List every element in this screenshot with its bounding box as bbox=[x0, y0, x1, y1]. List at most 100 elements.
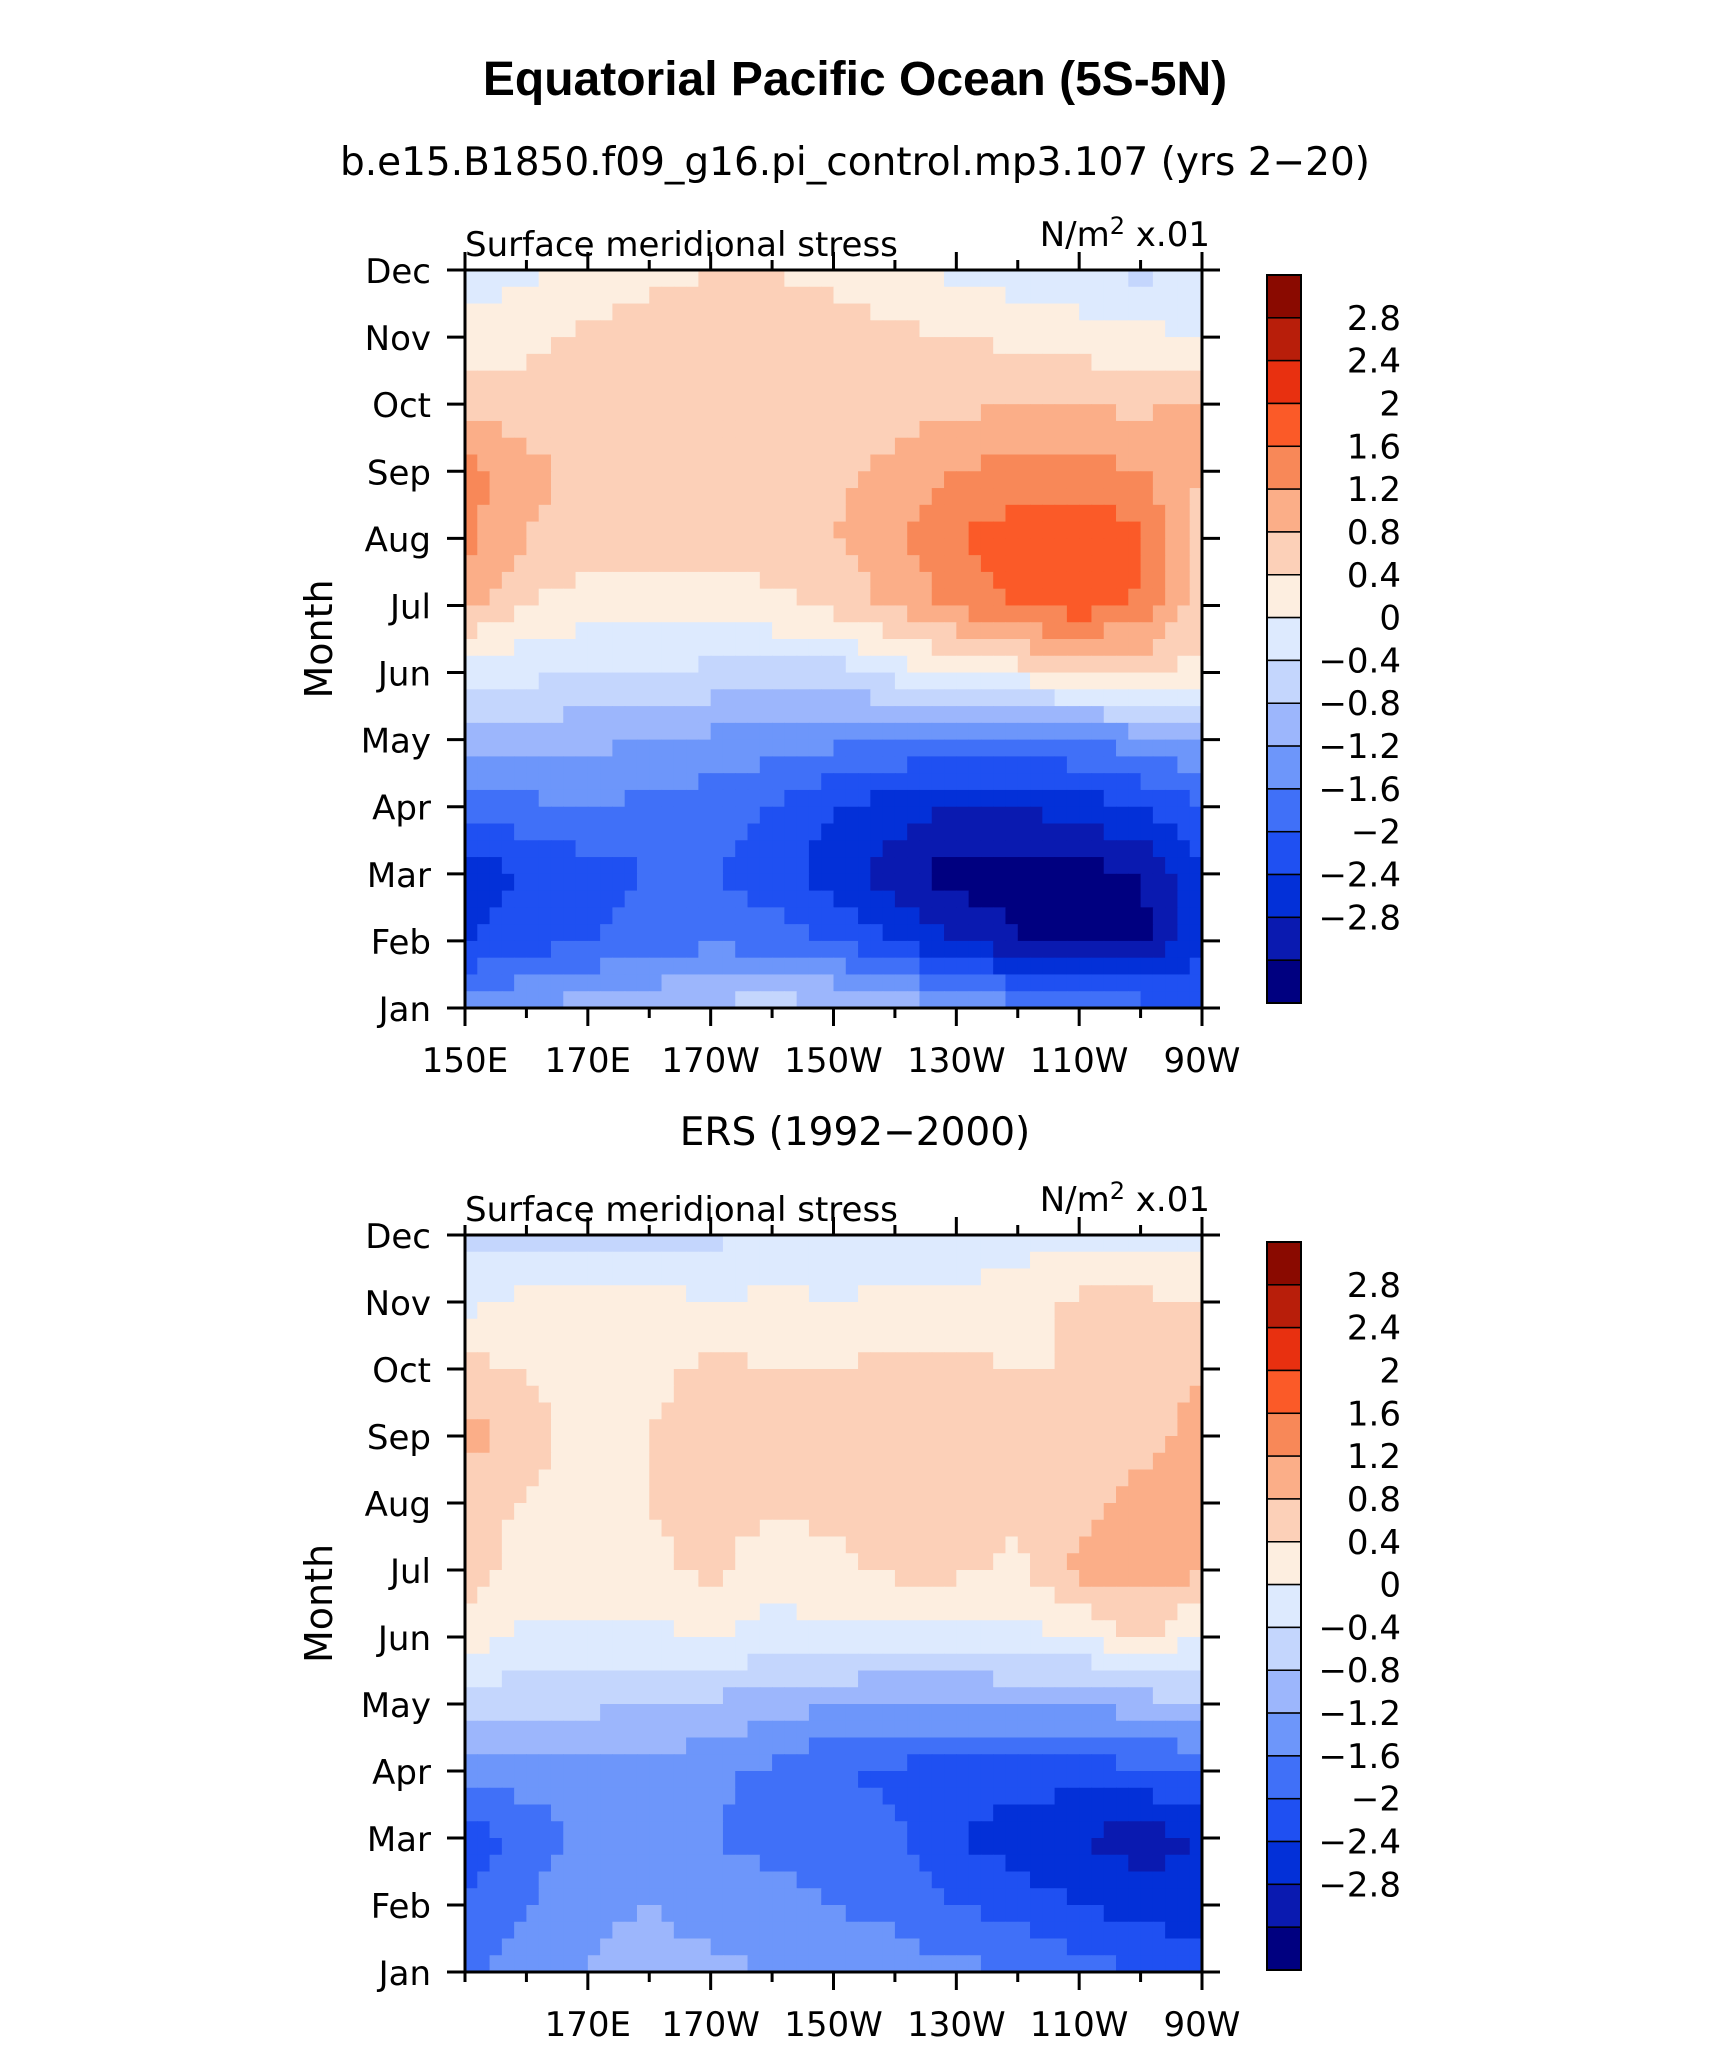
field-cell bbox=[1116, 773, 1129, 791]
field-cell bbox=[722, 1620, 736, 1638]
field-cell bbox=[1140, 857, 1154, 875]
field-cell bbox=[661, 420, 675, 439]
field-cell bbox=[944, 538, 957, 556]
field-cell bbox=[587, 1586, 601, 1605]
field-cell bbox=[968, 1318, 982, 1337]
field-cell bbox=[1189, 1285, 1203, 1303]
field-cell bbox=[968, 1787, 982, 1806]
field-cell bbox=[1017, 1570, 1031, 1588]
field-cell bbox=[526, 1385, 540, 1404]
field-cell bbox=[808, 270, 822, 288]
field-cell bbox=[833, 706, 847, 724]
field-cell bbox=[1116, 488, 1129, 506]
field-cell bbox=[735, 924, 749, 942]
field-cell bbox=[514, 454, 528, 472]
field-cell bbox=[1140, 404, 1154, 422]
field-cell bbox=[1017, 806, 1031, 825]
field-cell bbox=[1103, 555, 1117, 573]
field-cell bbox=[612, 404, 626, 422]
field-cell bbox=[600, 622, 613, 640]
field-cell bbox=[636, 857, 650, 875]
field-cell bbox=[538, 689, 552, 707]
field-cell bbox=[993, 370, 1007, 389]
field-cell bbox=[821, 420, 835, 439]
field-cell bbox=[612, 722, 626, 741]
field-cell bbox=[587, 672, 601, 690]
field-cell bbox=[1165, 689, 1179, 707]
field-cell bbox=[477, 1419, 491, 1437]
field-cell bbox=[808, 1369, 822, 1387]
field-cell bbox=[1030, 1737, 1043, 1755]
x-tick-label: 130W bbox=[907, 1041, 1006, 1081]
field-cell bbox=[870, 1754, 884, 1772]
field-cell bbox=[1079, 974, 1093, 992]
field-cell bbox=[538, 639, 552, 657]
field-cell bbox=[465, 1854, 478, 1873]
field-cell bbox=[489, 1302, 503, 1320]
field-cell bbox=[1030, 286, 1043, 305]
field-cell bbox=[686, 1318, 699, 1337]
field-cell bbox=[784, 1804, 798, 1822]
field-cell bbox=[661, 521, 675, 539]
field-cell bbox=[980, 1452, 994, 1471]
field-cell bbox=[612, 1720, 626, 1739]
field-cell bbox=[759, 1586, 773, 1605]
field-cell bbox=[759, 471, 773, 489]
field-cell bbox=[661, 387, 675, 405]
field-cell bbox=[821, 471, 835, 489]
field-cell bbox=[968, 1486, 982, 1504]
field-cell bbox=[919, 1687, 933, 1705]
field-cell bbox=[980, 504, 994, 523]
field-cell bbox=[968, 1637, 982, 1655]
field-cell bbox=[1177, 1469, 1191, 1487]
field-cell bbox=[1152, 1570, 1166, 1588]
field-cell bbox=[1152, 1503, 1166, 1521]
colorbar-box bbox=[1266, 574, 1302, 619]
field-cell bbox=[759, 957, 773, 976]
field-cell bbox=[563, 806, 577, 825]
field-cell bbox=[1165, 1570, 1179, 1588]
field-cell bbox=[808, 773, 822, 791]
field-cell bbox=[1128, 404, 1142, 422]
field-cell bbox=[563, 1570, 577, 1588]
y-tick-label: Mar bbox=[367, 856, 431, 896]
field-cell bbox=[1079, 1787, 1093, 1806]
field-cell bbox=[686, 437, 699, 456]
field-cell bbox=[845, 320, 859, 338]
field-cell bbox=[931, 286, 945, 305]
field-cell bbox=[1140, 706, 1154, 724]
field-cell bbox=[1152, 924, 1166, 942]
field-cell bbox=[1042, 940, 1056, 959]
field-cell bbox=[870, 320, 884, 338]
colorbar-label: 2.8 bbox=[1347, 299, 1401, 339]
field-cell bbox=[673, 689, 687, 707]
field-cell bbox=[993, 789, 1007, 808]
field-cell bbox=[587, 1318, 601, 1337]
field-cell bbox=[501, 622, 515, 640]
field-cell bbox=[489, 1536, 503, 1554]
field-cell bbox=[1189, 739, 1203, 758]
field-cell bbox=[735, 353, 749, 372]
field-cell bbox=[1042, 1318, 1056, 1337]
field-cell bbox=[894, 370, 908, 389]
field-cell bbox=[636, 337, 650, 355]
field-cell bbox=[833, 1268, 847, 1286]
field-cell bbox=[636, 1854, 650, 1873]
field-cell bbox=[575, 991, 589, 1009]
field-cell bbox=[1177, 404, 1191, 422]
colorbar-box bbox=[1266, 916, 1302, 961]
field-cell bbox=[477, 1653, 491, 1672]
field-cell bbox=[907, 1536, 921, 1554]
field-cell bbox=[698, 1369, 712, 1387]
field-cell bbox=[661, 857, 675, 875]
field-cell bbox=[882, 1251, 896, 1270]
field-cell bbox=[1177, 1553, 1191, 1571]
field-cell bbox=[1177, 722, 1191, 741]
field-cell bbox=[1116, 555, 1129, 573]
field-cell bbox=[661, 555, 675, 573]
field-cell bbox=[747, 1486, 761, 1504]
field-cell bbox=[477, 1536, 491, 1554]
field-cell bbox=[673, 1318, 687, 1337]
field-cell bbox=[722, 1670, 736, 1688]
field-cell bbox=[550, 1771, 564, 1789]
